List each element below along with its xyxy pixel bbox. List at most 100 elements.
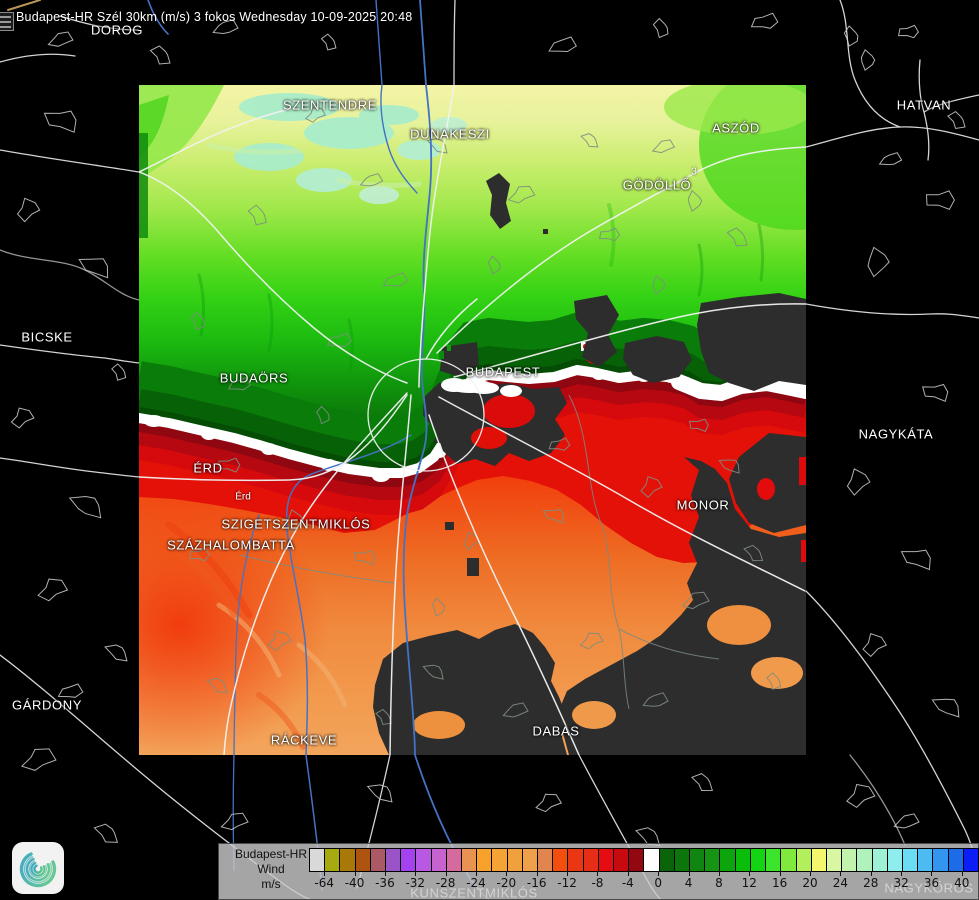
page-title: Budapest-HR Szél 30km (m/s) 3 fokos Wedn… bbox=[16, 10, 413, 24]
legend-cell bbox=[598, 849, 615, 871]
legend-caption: Budapest-HR Wind m/s bbox=[225, 847, 317, 892]
legend-panel: Budapest-HR Wind m/s -64 -40 -36 -32 -28 -24-… bbox=[218, 843, 979, 900]
city-label: DOROG bbox=[90, 22, 144, 38]
legend-tick-mark bbox=[931, 871, 933, 876]
legend-tick-mark bbox=[779, 871, 781, 876]
legend-cell bbox=[902, 849, 919, 871]
city-label: BUDAÖRS bbox=[219, 370, 289, 386]
legend-cell bbox=[431, 849, 447, 871]
city-label: NAGYKÁTA bbox=[858, 426, 934, 442]
legend-cell bbox=[705, 849, 721, 871]
legend-tick-mark bbox=[627, 871, 629, 876]
city-label: GÖDÖLLŐ bbox=[622, 177, 692, 193]
legend-tick-label: 16 bbox=[771, 876, 788, 890]
legend-cell bbox=[340, 849, 356, 871]
minor-map-label: Érd bbox=[235, 491, 251, 503]
legend-cell bbox=[735, 849, 751, 871]
legend-cell bbox=[887, 849, 903, 871]
legend-cell bbox=[386, 849, 402, 871]
legend-tick-mark bbox=[688, 871, 690, 876]
legend-cell bbox=[522, 849, 539, 871]
legend-cell bbox=[355, 849, 371, 871]
legend-station: Budapest-HR bbox=[234, 847, 308, 861]
legend-tick-label: -36 bbox=[375, 876, 395, 890]
legend-cell bbox=[933, 849, 949, 871]
legend-cell bbox=[553, 849, 569, 871]
legend-tick-label: 28 bbox=[863, 876, 879, 890]
legend-tick-label: -8 bbox=[591, 876, 604, 890]
legend-tick-label: -16 bbox=[526, 876, 547, 890]
city-label: GÁRDONY bbox=[12, 697, 82, 713]
legend-cell bbox=[918, 849, 934, 871]
legend-cell bbox=[842, 849, 858, 871]
legend-cell bbox=[446, 849, 463, 871]
city-label: ÉRD bbox=[193, 460, 223, 476]
legend-tick-mark bbox=[536, 871, 538, 876]
legend-cell bbox=[644, 849, 660, 871]
legend-tick-mark bbox=[354, 871, 356, 876]
city-label: BUDAPEST bbox=[465, 364, 541, 380]
legend-tick-label: 12 bbox=[741, 876, 757, 890]
legend-cell bbox=[614, 849, 630, 871]
legend-tick-label: -24 bbox=[466, 876, 486, 890]
document-icon bbox=[0, 12, 14, 31]
legend-cell bbox=[720, 849, 736, 871]
legend-tick-label: 40 bbox=[954, 876, 970, 890]
legend-cell bbox=[568, 849, 584, 871]
legend-tick-label: -32 bbox=[405, 876, 426, 890]
legend-cell bbox=[750, 849, 767, 871]
legend-cell bbox=[963, 849, 978, 871]
city-label: ASZÓD bbox=[712, 120, 760, 136]
city-label: SZIGETSZENTMIKLÓS bbox=[221, 516, 371, 532]
legend-tick-mark bbox=[384, 871, 386, 876]
legend-cell bbox=[872, 849, 888, 871]
legend-cell bbox=[507, 849, 523, 871]
legend-unit: m/s bbox=[261, 877, 281, 891]
legend-cell bbox=[781, 849, 797, 871]
legend-tick-label: -12 bbox=[557, 876, 577, 890]
legend-product: Wind bbox=[257, 862, 285, 876]
legend-cell bbox=[538, 849, 554, 871]
legend-cell bbox=[401, 849, 417, 871]
legend-tick-label: 0 bbox=[654, 876, 662, 890]
legend-tick-label: -64 bbox=[314, 876, 334, 890]
legend-cell bbox=[583, 849, 599, 871]
legend-tick-label: 32 bbox=[893, 876, 909, 890]
legend-tick-label: -28 bbox=[435, 876, 456, 890]
legend-tick-mark bbox=[810, 871, 811, 876]
city-label: DABAS bbox=[532, 723, 580, 739]
legend-tick-mark bbox=[597, 871, 599, 876]
legend-tick-label: -4 bbox=[621, 876, 634, 890]
legend-tick-label: 36 bbox=[923, 876, 940, 890]
city-label: SZÁZHALOMBATTA bbox=[167, 537, 295, 553]
legend-cell bbox=[826, 849, 843, 871]
color-scale-bar bbox=[309, 848, 979, 872]
legend-cell bbox=[325, 849, 341, 871]
legend-cell bbox=[766, 849, 782, 871]
legend-tick-mark bbox=[324, 871, 326, 876]
legend-tick-label: 4 bbox=[684, 876, 693, 890]
minor-map-label: 3 bbox=[691, 166, 697, 178]
legend-cell bbox=[948, 849, 964, 871]
weather-service-logo-icon bbox=[12, 842, 64, 894]
legend-tick-mark bbox=[901, 871, 903, 876]
legend-tick-label: 24 bbox=[832, 876, 848, 890]
legend-tick-mark bbox=[506, 871, 508, 876]
legend-tick-mark bbox=[476, 871, 477, 876]
legend-tick-mark bbox=[870, 871, 872, 876]
legend-cell bbox=[796, 849, 812, 871]
legend-cell bbox=[690, 849, 706, 871]
legend-tick-mark bbox=[961, 871, 963, 876]
legend-cell bbox=[674, 849, 691, 871]
legend-cell bbox=[477, 849, 493, 871]
legend-tick-mark bbox=[749, 871, 751, 876]
city-label: SZENTENDRE bbox=[282, 97, 378, 113]
legend-cell bbox=[462, 849, 478, 871]
city-label: MONOR bbox=[676, 497, 730, 513]
legend-tick-label: -20 bbox=[496, 876, 517, 890]
legend-cell bbox=[629, 849, 645, 871]
legend-tick-label: 20 bbox=[802, 876, 818, 890]
city-label: RÁCKEVE bbox=[270, 732, 338, 748]
